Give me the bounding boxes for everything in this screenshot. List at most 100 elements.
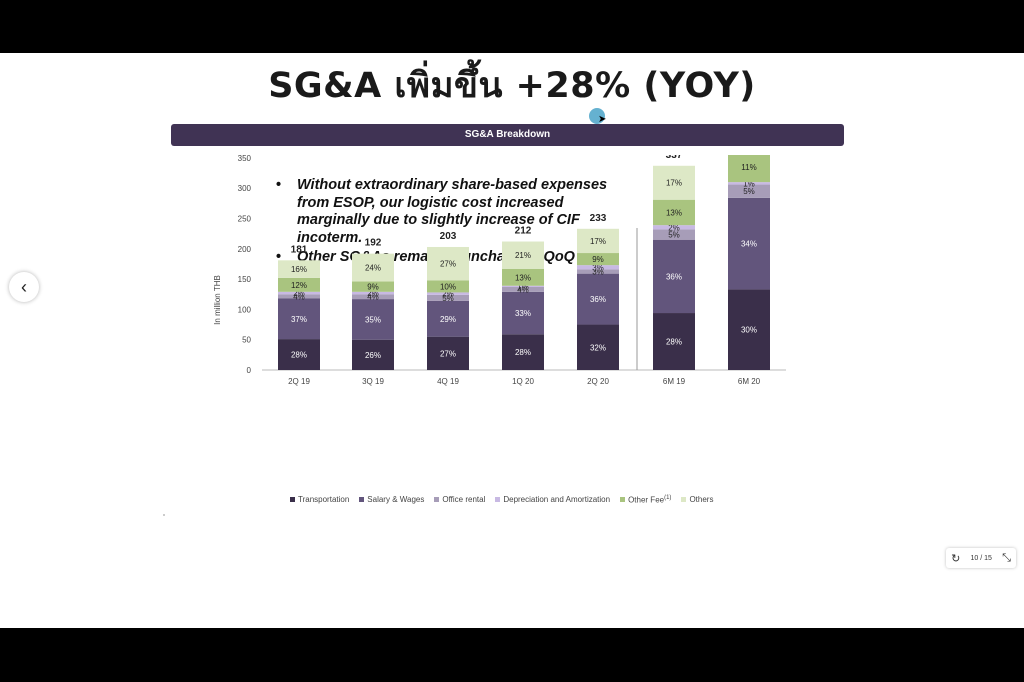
bar-total-label: 337 xyxy=(666,155,683,161)
legend-label: Depreciation and Amortization xyxy=(503,495,611,505)
segment-label: 36% xyxy=(590,295,606,304)
bar-segment xyxy=(502,285,544,287)
legend-item: Others xyxy=(681,495,713,505)
y-tick-label: 150 xyxy=(238,275,252,284)
legend-item: Salary & Wages xyxy=(359,495,424,505)
segment-label: 26% xyxy=(365,351,381,360)
x-tick-label: 2Q 20 xyxy=(587,377,609,386)
legend-label: Transportation xyxy=(298,495,350,505)
bar-segment xyxy=(728,182,770,185)
legend-item: Other Fee(1) xyxy=(620,495,671,505)
bar-segment xyxy=(427,294,469,301)
bar-segment xyxy=(577,324,619,370)
legend-item: Depreciation and Amortization xyxy=(495,495,610,505)
segment-label: 28% xyxy=(666,338,682,347)
bar-segment xyxy=(502,334,544,370)
page-indicator: 10 / 15 xyxy=(970,554,992,562)
segment-label: 2% xyxy=(367,289,379,298)
bar-segment xyxy=(427,292,469,295)
segment-label: 9% xyxy=(592,255,604,264)
segment-label: 30% xyxy=(741,326,757,335)
x-tick-label: 1Q 20 xyxy=(512,377,534,386)
legend-label: Other Fee(1) xyxy=(628,495,672,505)
segment-label: 2% xyxy=(442,290,454,299)
segment-label: 13% xyxy=(515,273,531,282)
segment-label: 36% xyxy=(666,272,682,281)
mouse-pointer-icon: ➤ xyxy=(598,114,607,125)
legend-swatch xyxy=(495,497,501,503)
bar-segment xyxy=(352,299,394,340)
segment-label: 16% xyxy=(291,265,307,274)
section-banner: SG&A Breakdown xyxy=(171,124,844,146)
segment-label: 24% xyxy=(365,264,381,273)
bar-segment xyxy=(502,291,544,335)
x-tick-label: 3Q 19 xyxy=(362,377,384,386)
bar-segment xyxy=(352,294,394,300)
segment-label: 9% xyxy=(367,283,379,292)
bar-segment xyxy=(653,225,695,230)
decorative-dot xyxy=(163,514,165,516)
y-axis-label: In million THB xyxy=(213,275,222,325)
bar-total-label: 212 xyxy=(515,226,532,237)
x-tick-label: 6M 19 xyxy=(663,377,686,386)
segment-label: 37% xyxy=(291,315,307,324)
y-tick-label: 350 xyxy=(238,155,252,163)
segment-label: 32% xyxy=(590,343,606,352)
slide-controls: ↻ 10 / 15 ⤡ xyxy=(946,548,1016,568)
collapse-icon[interactable]: ⤡ xyxy=(1002,551,1011,564)
legend-item: Transportation xyxy=(290,495,349,505)
bar-segment xyxy=(352,253,394,282)
segment-label: 4% xyxy=(517,285,529,294)
bar-segment xyxy=(577,228,619,254)
bar-total-label: 233 xyxy=(590,213,607,224)
chevron-left-icon: ‹ xyxy=(21,277,27,297)
segment-label: 5% xyxy=(743,187,755,196)
segment-label: 35% xyxy=(365,315,381,324)
segment-label: 13% xyxy=(666,208,682,217)
chart-legend: Transportation Salary & Wages Office renta… xyxy=(290,495,713,505)
y-tick-label: 250 xyxy=(238,215,252,224)
segment-label: 17% xyxy=(666,179,682,188)
bar-segment xyxy=(653,165,695,200)
segment-label: 1% xyxy=(743,179,755,188)
legend-swatch xyxy=(681,497,687,503)
bar-segment xyxy=(728,155,770,183)
legend-item: Office rental xyxy=(434,495,485,505)
segment-label: 1% xyxy=(517,282,529,291)
bar-segment xyxy=(427,280,469,293)
cursor-highlight xyxy=(589,108,605,124)
legend-swatch xyxy=(434,497,440,503)
stacked-bar-chart: 050100150200250300350400450500In million… xyxy=(213,155,786,386)
previous-slide-button[interactable]: ‹ xyxy=(9,272,39,302)
y-tick-label: 0 xyxy=(247,366,252,375)
bar-segment xyxy=(728,197,770,290)
y-tick-label: 50 xyxy=(242,336,251,345)
y-tick-label: 100 xyxy=(238,305,252,314)
bar-segment xyxy=(577,273,619,325)
segment-label: 4% xyxy=(367,293,379,302)
bar-segment xyxy=(427,336,469,370)
segment-label: 12% xyxy=(291,281,307,290)
bar-segment xyxy=(278,291,320,295)
segment-label: 2% xyxy=(293,289,305,298)
bar-segment xyxy=(728,184,770,198)
rotate-icon[interactable]: ↻ xyxy=(951,552,961,565)
segment-label: 27% xyxy=(440,349,456,358)
y-tick-label: 300 xyxy=(238,184,252,193)
segment-label: 3% xyxy=(592,263,604,272)
legend-label: Others xyxy=(689,495,714,505)
bar-segment xyxy=(278,339,320,370)
bar-segment xyxy=(352,291,394,295)
legend-swatch xyxy=(359,497,365,503)
x-tick-label: 4Q 19 xyxy=(437,377,459,386)
bar-segment xyxy=(278,260,320,278)
bar-segment xyxy=(352,281,394,292)
segment-label: 28% xyxy=(291,351,307,360)
legend-label: Office rental xyxy=(442,495,486,505)
segment-label: 34% xyxy=(741,240,757,249)
legend-label: Salary & Wages xyxy=(367,495,425,505)
segment-label: 33% xyxy=(515,309,531,318)
bar-total-label: 192 xyxy=(365,238,382,249)
legend-swatch xyxy=(290,497,295,503)
x-tick-label: 2Q 19 xyxy=(288,377,310,386)
